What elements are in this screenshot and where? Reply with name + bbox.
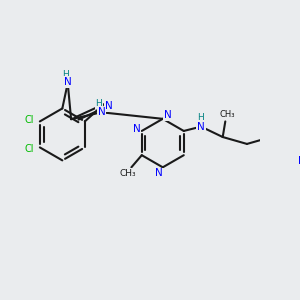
Text: N: N: [298, 156, 300, 166]
Text: H: H: [62, 70, 68, 79]
Text: N: N: [164, 110, 172, 120]
Text: N: N: [155, 168, 163, 178]
Text: N: N: [197, 122, 205, 132]
Text: N: N: [133, 124, 140, 134]
Text: Cl: Cl: [25, 115, 34, 125]
Text: N: N: [64, 77, 72, 87]
Text: H: H: [95, 99, 102, 108]
Text: N: N: [98, 107, 105, 117]
Text: H: H: [197, 113, 204, 122]
Text: N: N: [105, 101, 112, 111]
Text: CH₃: CH₃: [219, 110, 235, 119]
Text: CH₃: CH₃: [120, 169, 136, 178]
Text: Cl: Cl: [25, 144, 34, 154]
